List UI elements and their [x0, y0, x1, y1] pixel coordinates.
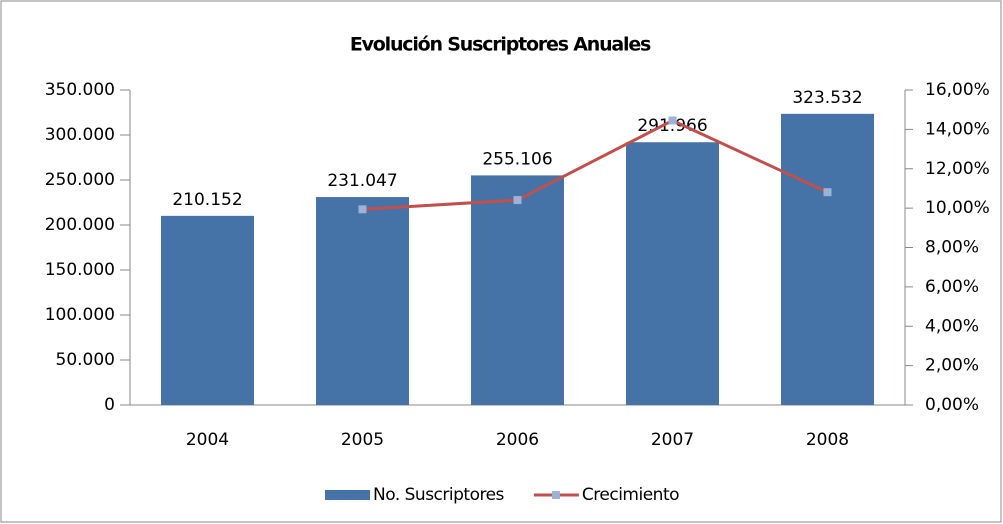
legend-marker	[551, 491, 560, 499]
data-label: 231.047	[327, 171, 397, 191]
x-tick-label: 2007	[651, 430, 694, 450]
y2-tick-label: 12,00%	[925, 159, 990, 179]
y2-tick-label: 16,00%	[925, 80, 990, 100]
bar	[471, 175, 564, 405]
data-label: 323.532	[792, 88, 862, 108]
x-tick-label: 2004	[186, 430, 229, 450]
legend-label: Crecimiento	[582, 485, 679, 505]
y2-tick-label: 2,00%	[925, 356, 979, 376]
data-label: 210.152	[172, 190, 242, 210]
y-tick-label: 100.000	[45, 305, 115, 325]
data-label: 255.106	[482, 149, 552, 169]
y-tick-label: 0	[104, 395, 115, 415]
y-tick-label: 150.000	[45, 260, 115, 280]
y2-tick-label: 4,00%	[925, 316, 979, 336]
y-tick-label: 200.000	[45, 215, 115, 235]
y2-tick-label: 0,00%	[925, 395, 979, 415]
marker	[823, 188, 832, 197]
x-tick-label: 2006	[496, 430, 539, 450]
bar	[781, 113, 874, 405]
bar	[161, 215, 254, 405]
legend-swatch	[325, 490, 370, 500]
data-label: 291.966	[637, 116, 707, 136]
legend-label: No. Suscriptores	[373, 485, 505, 505]
marker	[668, 116, 677, 125]
y2-tick-label: 14,00%	[925, 119, 990, 139]
x-tick-label: 2008	[806, 430, 849, 450]
marker	[358, 205, 367, 214]
x-tick-label: 2005	[341, 430, 384, 450]
y2-tick-label: 8,00%	[925, 238, 979, 258]
marker	[513, 196, 522, 205]
y-tick-label: 300.000	[45, 125, 115, 145]
bar	[626, 142, 719, 406]
y-tick-label: 250.000	[45, 170, 115, 190]
y2-tick-label: 6,00%	[925, 277, 979, 297]
bar	[316, 197, 409, 405]
chart-title: Evolución Suscriptores Anuales	[350, 34, 651, 56]
y-tick-label: 50.000	[56, 350, 115, 370]
y2-tick-label: 10,00%	[925, 198, 990, 218]
line	[362, 118, 829, 211]
y-tick-label: 350.000	[45, 80, 115, 100]
